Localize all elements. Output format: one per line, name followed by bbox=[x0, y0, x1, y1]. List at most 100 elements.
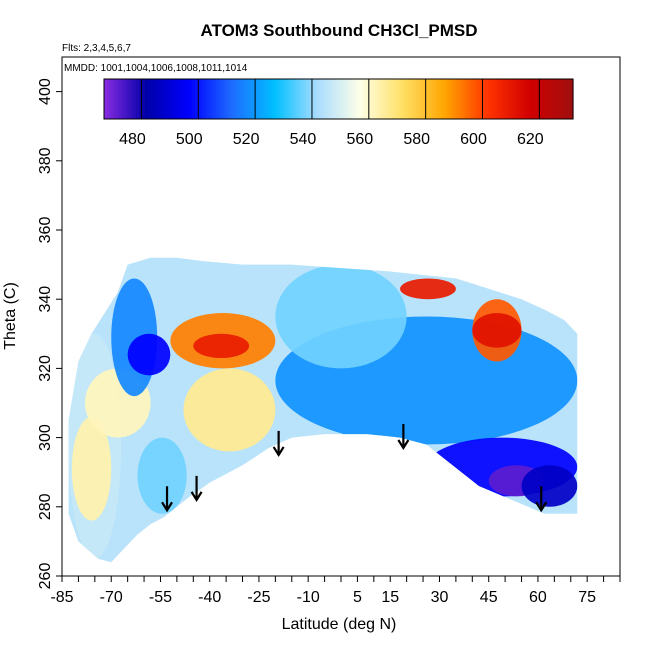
colorbar-cell bbox=[130, 79, 134, 119]
colorbar-cell bbox=[203, 79, 208, 119]
colorbar-cell bbox=[397, 79, 401, 119]
colorbar-cell bbox=[232, 79, 237, 119]
arrow-head bbox=[397, 439, 410, 451]
colorbar-cell bbox=[323, 79, 328, 119]
colorbar-cell bbox=[347, 79, 351, 119]
field-region-11 bbox=[400, 278, 456, 300]
x-tick-label: 30 bbox=[431, 589, 449, 606]
colorbar-tick-label: 580 bbox=[403, 131, 430, 148]
colorbar-cell bbox=[124, 79, 129, 119]
y-tick-label: 260 bbox=[37, 563, 54, 590]
colorbar-cell bbox=[341, 79, 345, 119]
colorbar-cell bbox=[520, 79, 524, 119]
colorbar-cell bbox=[274, 79, 278, 119]
colorbar-cell bbox=[171, 79, 175, 119]
colorbar-cell bbox=[209, 79, 214, 119]
colorbar-cell bbox=[523, 79, 527, 119]
colorbar-cell bbox=[332, 79, 337, 119]
colorbar-cell bbox=[493, 79, 498, 119]
colorbar-cell bbox=[247, 79, 252, 119]
x-tick-label: -55 bbox=[149, 589, 172, 606]
colorbar-cell bbox=[200, 79, 205, 119]
colorbar-cell bbox=[106, 79, 111, 119]
colorbar-cell bbox=[411, 79, 416, 119]
colorbar-cell bbox=[367, 79, 372, 119]
colorbar-cell bbox=[402, 79, 407, 119]
arrow-head bbox=[272, 446, 285, 457]
theta-latitude-field bbox=[68, 257, 578, 563]
x-tick-label: -25 bbox=[247, 589, 270, 606]
colorbar-cell bbox=[150, 79, 155, 119]
colorbar-tick-label: 540 bbox=[290, 131, 317, 148]
colorbar-cell bbox=[534, 79, 539, 119]
colorbar-cell bbox=[476, 79, 480, 119]
colorbar-cell bbox=[191, 79, 196, 119]
colorbar-cell bbox=[109, 79, 114, 119]
colorbar-cell bbox=[470, 79, 474, 119]
y-tick-label: 280 bbox=[37, 493, 54, 520]
colorbar-cell bbox=[458, 79, 463, 119]
colorbar-cell bbox=[432, 79, 436, 119]
colorbar-frame bbox=[103, 78, 574, 120]
colorbar-cell bbox=[429, 79, 433, 119]
colorbar-cell bbox=[350, 79, 354, 119]
colorbar-cell bbox=[508, 79, 513, 119]
colorbar-cell bbox=[505, 79, 510, 119]
colorbar-cell bbox=[156, 79, 161, 119]
field-region-6 bbox=[193, 333, 250, 359]
colorbar-cell bbox=[370, 79, 375, 119]
colorbar-cell bbox=[382, 79, 386, 119]
colorbar-cell bbox=[526, 79, 530, 119]
y-tick-label: 340 bbox=[37, 286, 54, 313]
y-axis: 260 280 300 320 340 360 380 400 bbox=[37, 78, 62, 589]
x-tick-label: 5 bbox=[353, 589, 362, 606]
colorbar-cell bbox=[388, 79, 392, 119]
field-region-8 bbox=[137, 437, 187, 514]
colorbar-cell bbox=[285, 79, 290, 119]
colorbar-cell bbox=[414, 79, 419, 119]
colorbar-cell bbox=[315, 79, 319, 119]
colorbar-cell bbox=[112, 79, 117, 119]
colorbar-cell bbox=[435, 79, 439, 119]
colorbar-cell bbox=[215, 79, 219, 119]
colorbar-cell bbox=[262, 79, 266, 119]
colorbar-cell bbox=[320, 79, 325, 119]
colorbar-cell bbox=[162, 79, 167, 119]
colorbar-cell bbox=[238, 79, 243, 119]
colorbar-cell bbox=[373, 79, 378, 119]
field-region-4 bbox=[127, 333, 171, 376]
colorbar-cell bbox=[444, 79, 448, 119]
colorbar-cell bbox=[529, 79, 533, 119]
colorbar-cell bbox=[564, 79, 568, 119]
colorbar-cell bbox=[194, 79, 199, 119]
colorbar-cell bbox=[183, 79, 187, 119]
colorbar-cell bbox=[136, 79, 140, 119]
arrow-head bbox=[190, 491, 203, 502]
colorbar-cell bbox=[104, 79, 108, 119]
colorbar-cell bbox=[177, 79, 181, 119]
colorbar-cell bbox=[268, 79, 272, 119]
x-tick-label: 15 bbox=[381, 589, 399, 606]
colorbar-cell bbox=[335, 79, 340, 119]
y-tick-label: 360 bbox=[37, 217, 54, 244]
x-tick-label: 45 bbox=[480, 589, 498, 606]
colorbar-tick-label: 600 bbox=[460, 131, 487, 148]
colorbar-cell bbox=[329, 79, 334, 119]
colorbar-cell bbox=[241, 79, 246, 119]
arrow-head bbox=[535, 501, 548, 513]
colorbar-cell bbox=[221, 79, 225, 119]
field-region-1 bbox=[71, 416, 112, 521]
y-tick-label: 320 bbox=[37, 355, 54, 382]
colorbar-cell bbox=[206, 79, 211, 119]
arrow-head bbox=[161, 501, 173, 513]
colorbar-tick-label: 520 bbox=[233, 131, 260, 148]
colorbar-cell bbox=[218, 79, 222, 119]
colorbar-cell bbox=[449, 79, 454, 119]
colorbar-cell bbox=[485, 79, 489, 119]
colorbar-cell bbox=[153, 79, 158, 119]
colorbar-cell bbox=[309, 79, 313, 119]
colorbar-cell bbox=[344, 79, 348, 119]
colorbar-cell bbox=[461, 79, 466, 119]
colorbar-cell bbox=[306, 79, 310, 119]
colorbar-cell bbox=[244, 79, 249, 119]
